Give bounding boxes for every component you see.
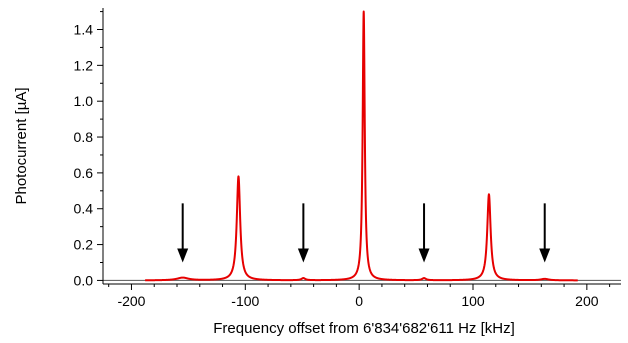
arrow-annotation bbox=[177, 203, 189, 263]
arrow-annotation bbox=[297, 203, 309, 263]
y-tick-label: 1.2 bbox=[74, 57, 94, 73]
x-axis-title: Frequency offset from 6'834'682'611 Hz [… bbox=[213, 320, 515, 337]
y-tick-label: 0.4 bbox=[74, 201, 94, 217]
series-line bbox=[144, 10, 579, 282]
y-tick-label: 0.6 bbox=[74, 165, 94, 181]
arrow-head bbox=[177, 248, 189, 263]
y-tick-label: 0.8 bbox=[74, 129, 94, 145]
y-tick-label: 1.4 bbox=[74, 22, 94, 38]
arrow-annotation bbox=[539, 203, 551, 263]
y-tick-label: 0.0 bbox=[74, 272, 94, 288]
x-tick-label: 100 bbox=[461, 293, 485, 309]
axes-layer bbox=[102, 8, 621, 285]
arrow-head bbox=[297, 248, 309, 263]
ticks-layer: 0.0 0.2 0.4 0.6 0.8 1.0 1.2 1.4 -200 -100 0 100 200 bbox=[74, 11, 611, 309]
x-tick-label: -100 bbox=[231, 293, 259, 309]
arrow-head bbox=[539, 248, 551, 263]
x-tick-label: -200 bbox=[117, 293, 145, 309]
arrow-head bbox=[418, 248, 430, 263]
y-axis-title: Photocurrent [µA] bbox=[13, 87, 30, 204]
arrow-annotation bbox=[418, 203, 430, 263]
annotation-layer bbox=[177, 203, 551, 263]
y-tick-label: 1.0 bbox=[74, 93, 94, 109]
series-layer bbox=[144, 10, 579, 282]
y-tick-label: 0.2 bbox=[74, 237, 94, 253]
x-tick-label: 0 bbox=[355, 293, 363, 309]
x-tick-label: 200 bbox=[575, 293, 599, 309]
